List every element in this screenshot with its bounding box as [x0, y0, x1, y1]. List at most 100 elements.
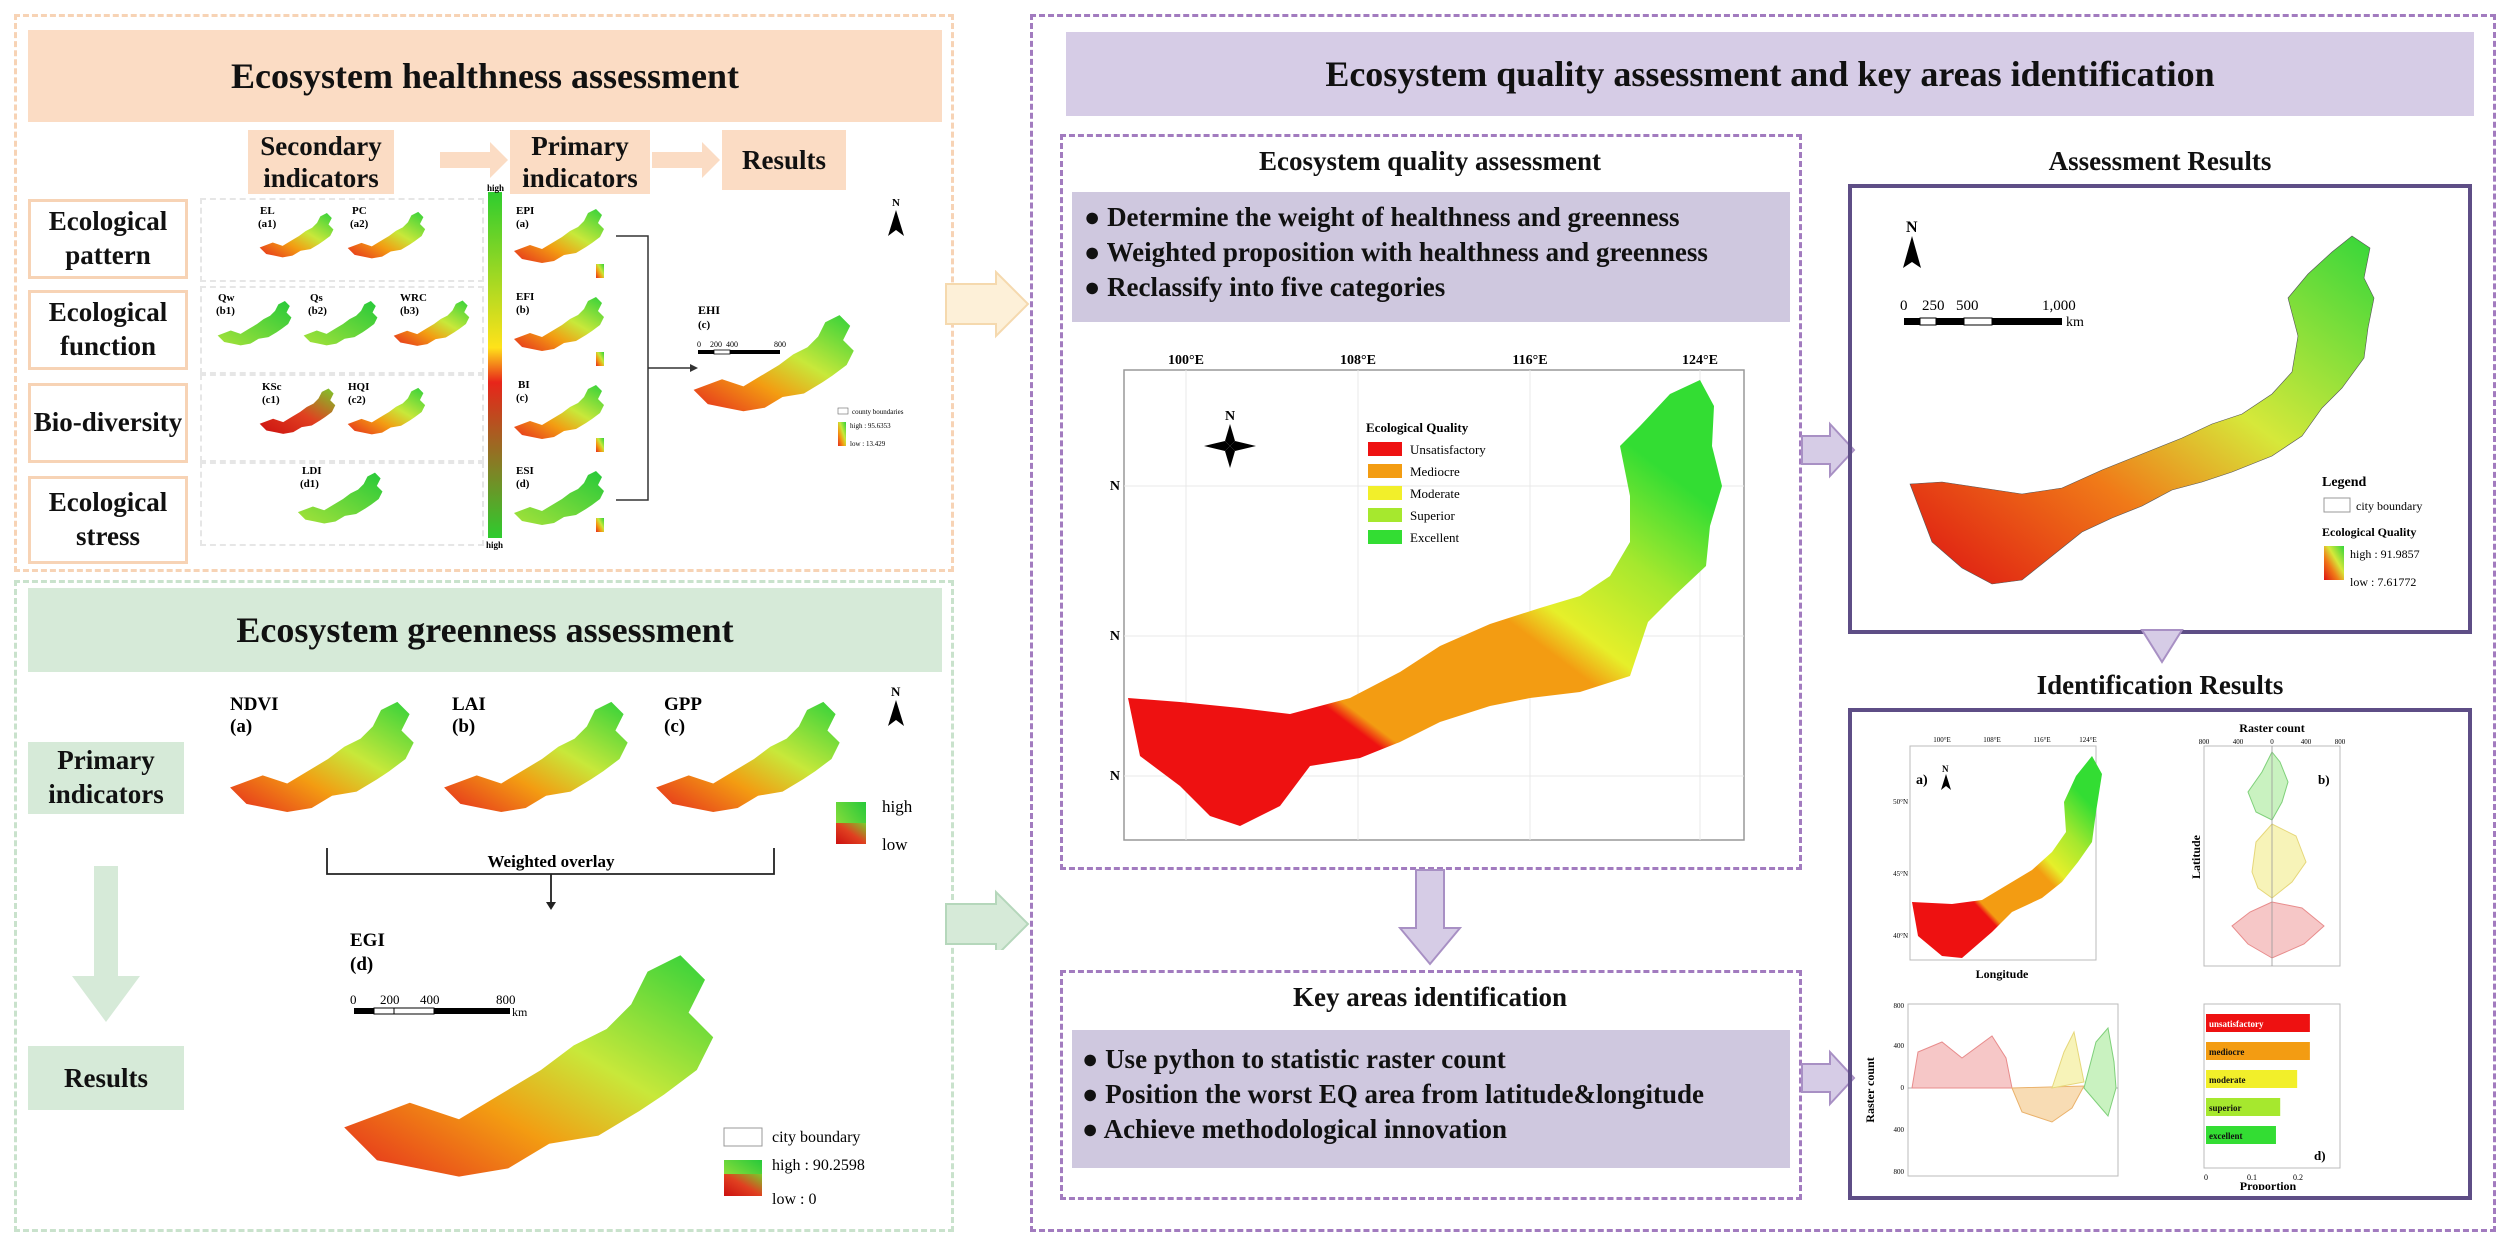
- svg-text:low : 13.429: low : 13.429: [850, 440, 886, 448]
- ident-y-raster-label: Raster count: [1863, 1057, 1877, 1122]
- row-label-bio-diversity: Bio-diversity: [28, 383, 188, 463]
- svg-text:200: 200: [380, 992, 400, 1007]
- svg-text:low : 0: low : 0: [772, 1191, 816, 1208]
- svg-text:0: 0: [1901, 1084, 1905, 1092]
- quality-section: [1030, 14, 2496, 1232]
- map-id-a1: (a1): [258, 218, 277, 230]
- color-bar-top-label: high: [487, 183, 504, 193]
- map-label-hqi: HQI: [348, 381, 369, 393]
- svg-text:Moderate: Moderate: [1410, 486, 1460, 501]
- map-label-wrc: WRC: [400, 292, 427, 304]
- svg-text:250: 250: [1922, 298, 1945, 314]
- ident-lat-40: 40°N: [1893, 932, 1908, 940]
- map-id-ndvi: (a): [230, 716, 252, 737]
- greenness-title: Ecosystem greenness assessment: [28, 588, 942, 672]
- key-panel: [1060, 970, 1802, 1200]
- svg-text:Unsatisfactory: Unsatisfactory: [1410, 442, 1486, 457]
- map-id-b: (b): [516, 304, 530, 316]
- greenness-primary-indicators: Primary indicators: [28, 742, 184, 814]
- ident-lat-50: 50°N: [1893, 798, 1908, 806]
- eq-lon-116: 116°E: [1512, 353, 1547, 368]
- proportion-bar-unsatisfactory: [2206, 1014, 2310, 1032]
- indicator-color-bar: [488, 192, 502, 538]
- svg-text:0: 0: [697, 340, 701, 349]
- map-id-egi: (d): [350, 954, 373, 975]
- svg-text:0: 0: [350, 992, 357, 1007]
- key-title: Key areas identification: [1293, 982, 1567, 1012]
- ident-panel-d: d): [2314, 1148, 2326, 1163]
- prop-tick-0: 0: [2204, 1173, 2208, 1182]
- eqa-panel: [1060, 134, 1802, 870]
- primary-to-ehi-bracket: [616, 235, 649, 501]
- row-panel-biodiversity: [200, 374, 484, 462]
- proportion-bar-label-unsatisfactory: unsatisfactory: [2209, 1019, 2264, 1029]
- weighted-overlay-label: Weighted overlay: [487, 852, 615, 871]
- svg-text:Excellent: Excellent: [1410, 530, 1459, 545]
- map-id-lai: (b): [452, 716, 475, 737]
- eqa-bullet-3: ● Reclassify into five categories: [1084, 272, 1446, 302]
- prop-tick-01: 0.1: [2247, 1173, 2257, 1182]
- map-label-qw: Qw: [218, 292, 235, 304]
- eqa-bullet-2: ● Weighted proposition with healthness a…: [1084, 237, 1708, 267]
- svg-text:km: km: [512, 1005, 528, 1019]
- assessment-map: N 0 250 500 1,000 km Legend city boundar…: [1900, 219, 2422, 589]
- proportion-bar-superior: [2206, 1098, 2281, 1116]
- eq-legend: Ecological Quality Unsatisfactory Medioc…: [1366, 420, 1486, 545]
- greenness-to-quality-arrow: [945, 889, 1030, 950]
- svg-text:N: N: [1906, 219, 1918, 236]
- ident-raster-count-top: Raster count: [2239, 721, 2304, 735]
- svg-text:800: 800: [1894, 1002, 1905, 1010]
- ident-latitude-label: Latitude: [2189, 834, 2203, 879]
- ident-proportion-label: Proportion: [2240, 1179, 2297, 1190]
- svg-text:800: 800: [2199, 738, 2210, 746]
- eqa-to-key-arrow: [1398, 869, 1462, 966]
- north-arrow-greenness: N: [888, 684, 904, 726]
- eq-lat-45: 45°N: [1110, 629, 1120, 644]
- svg-text:county boundaries: county boundaries: [852, 408, 904, 416]
- svg-text:200: 200: [710, 340, 722, 349]
- svg-text:400: 400: [420, 992, 440, 1007]
- map-id-c2: (c2): [348, 394, 366, 406]
- proportion-bar-excellent: [2206, 1126, 2276, 1144]
- svg-text:400: 400: [1894, 1126, 1905, 1134]
- ident-longitude-label: Longitude: [1976, 967, 2029, 981]
- key-bullet-3: ● Achieve methodological innovation: [1082, 1114, 1508, 1144]
- north-arrow-health: N: [888, 197, 904, 236]
- prop-tick-02: 0.2: [2293, 1173, 2303, 1182]
- quality-title: Ecosystem quality assessment and key are…: [1066, 32, 2474, 116]
- svg-text:400: 400: [2233, 738, 2244, 746]
- map-ehi: [693, 315, 854, 412]
- map-label-bi: BI: [518, 379, 530, 391]
- row-panel-function: [200, 286, 484, 374]
- row-label-ecological-function: Ecological function: [28, 290, 188, 370]
- ident-lon-108: 108°E: [1983, 736, 2001, 744]
- map-id-ehi: (c): [698, 319, 711, 331]
- eq-lat-40: 40°N: [1110, 769, 1120, 784]
- svg-text:N: N: [892, 197, 900, 209]
- svg-text:low : 7.61772: low : 7.61772: [2350, 575, 2416, 589]
- svg-text:N: N: [1942, 764, 1949, 774]
- map-label-gpp: GPP: [664, 694, 702, 715]
- arrow-primary-to-results: [652, 142, 720, 178]
- svg-text:0: 0: [1900, 298, 1908, 314]
- row-panel-pattern: [200, 198, 484, 282]
- secondary-indicator-maps: EL (a1) PC (a2) Qw (b1) Qs (b2) WRC (b3)…: [216, 183, 904, 550]
- svg-text:high : 90.2598: high : 90.2598: [772, 1157, 865, 1174]
- greenness-legend-low: low: [882, 835, 908, 854]
- map-id-c1: (c1): [262, 394, 280, 406]
- svg-text:city boundary: city boundary: [2356, 499, 2422, 513]
- map-label-el: EL: [260, 205, 275, 217]
- map-id-b2: (b2): [308, 305, 327, 317]
- svg-text:high : 95.6353: high : 95.6353: [850, 422, 891, 430]
- svg-text:high : 91.9857: high : 91.9857: [2350, 547, 2420, 561]
- svg-text:400: 400: [2301, 738, 2312, 746]
- map-id-b3: (b3): [400, 305, 419, 317]
- svg-text:1,000: 1,000: [2042, 298, 2076, 314]
- greenness-results: Results: [28, 1046, 184, 1110]
- map-label-epi: EPI: [516, 205, 534, 217]
- map-ndvi: [230, 701, 414, 813]
- eq-map: 100°E 108°E 116°E 124°E 50°N 45°N 40°N N…: [1110, 353, 1745, 841]
- ident-panel-a: a): [1916, 773, 1928, 788]
- map-label-pc: PC: [352, 205, 367, 217]
- map-label-ndvi: NDVI: [230, 694, 279, 715]
